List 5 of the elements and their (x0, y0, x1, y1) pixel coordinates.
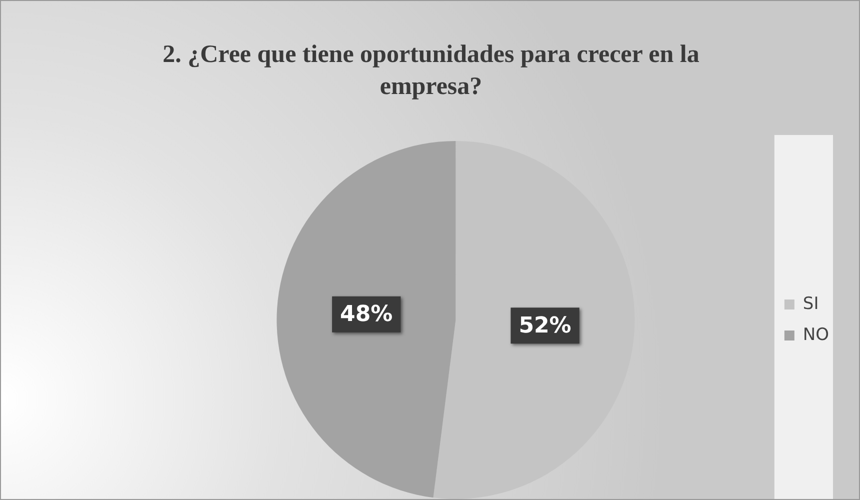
data-label: 48% (340, 302, 393, 328)
legend-label: SI (802, 294, 819, 314)
legend-label: NO (802, 324, 830, 345)
chart-title: 2. ¿Cree que tiene oportunidades para crecer en la empresa? (162, 40, 700, 102)
data-label: 52% (518, 313, 572, 338)
